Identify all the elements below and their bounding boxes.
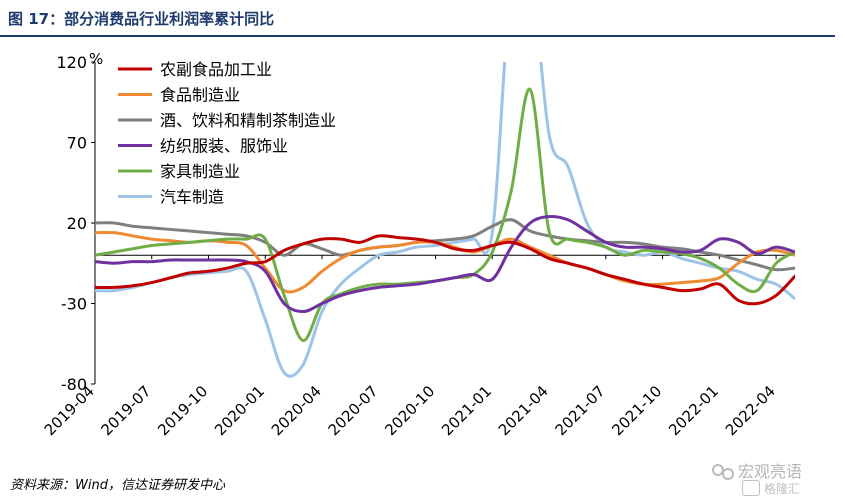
legend-label: 农副食品加工业: [160, 60, 272, 79]
legend-label: 家具制造业: [160, 162, 240, 181]
x-tick-label: 2020-01: [211, 382, 268, 439]
legend-label: 酒、饮料和精制茶制造业: [160, 111, 336, 130]
y-unit-label: %: [89, 50, 103, 68]
x-tick-label: 2020-07: [325, 382, 382, 439]
y-tick-label: 120: [56, 53, 87, 72]
watermark-name: 宏观亮语: [738, 462, 803, 481]
x-tick-label: 2022-04: [722, 382, 779, 439]
gelonghui-logo-icon: [742, 480, 760, 496]
x-tick-label: 2021-04: [495, 382, 552, 439]
x-tick-label: 2020-04: [268, 382, 325, 439]
wechat-icon-part: [722, 468, 734, 480]
y-tick-label: 70: [67, 134, 87, 153]
legend-label: 汽车制造: [160, 188, 224, 207]
y-tick-label: -30: [61, 295, 87, 314]
series-line: [95, 62, 795, 378]
x-tick-label: 2019-07: [98, 382, 155, 439]
x-tick-label: 2022-01: [665, 382, 722, 439]
legend-label: 纺织服装、服饰业: [160, 137, 288, 156]
title-divider: [0, 35, 835, 37]
y-tick-label: 20: [67, 214, 87, 233]
chart-title: 图 17：部分消费品行业利润率累计同比: [8, 10, 275, 28]
y-tick-label: -80: [61, 375, 87, 394]
watermark-brand: 格隆汇: [764, 482, 801, 496]
legend-label: 食品制造业: [160, 86, 240, 105]
source-note: 资料来源：Wind，信达证券研发中心: [10, 478, 225, 493]
x-tick-label: 2021-07: [552, 382, 609, 439]
x-tick-label: 2020-10: [381, 382, 438, 439]
x-tick-label: 2021-01: [438, 382, 495, 439]
series-line: [95, 218, 795, 272]
series-line: [95, 234, 795, 306]
series-line: [95, 214, 795, 314]
x-tick-label: 2021-10: [608, 382, 665, 439]
watermark: 宏观亮语 格隆汇: [710, 456, 835, 500]
x-tick-label: 2019-10: [154, 382, 211, 439]
